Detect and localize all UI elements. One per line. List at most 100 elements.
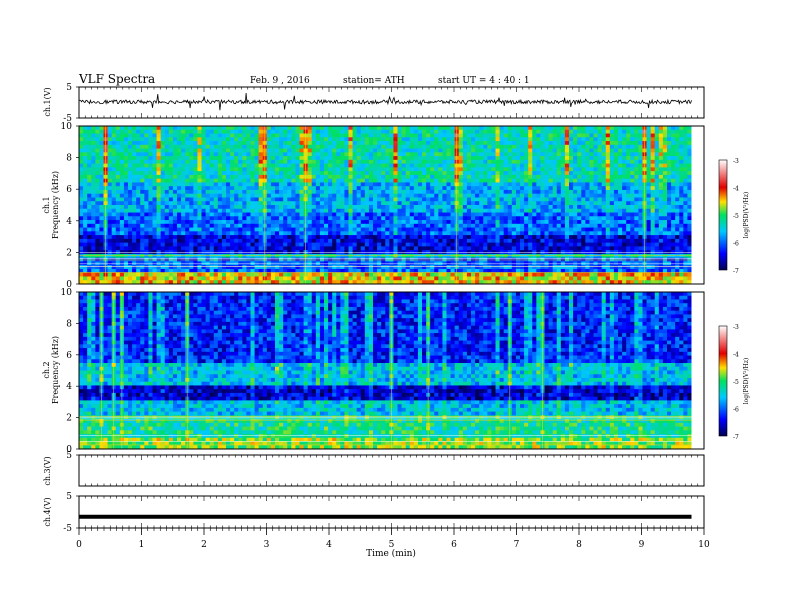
spectrogram-cell: [511, 201, 517, 206]
spectrogram-cell: [626, 182, 631, 187]
spectrogram-cell: [307, 182, 313, 187]
spectrogram-cell: [136, 152, 141, 157]
spectrogram-cell: [152, 141, 157, 146]
spectrogram-cell: [548, 238, 554, 244]
spectrogram-cell: [373, 144, 378, 149]
spectrogram-cell: [279, 148, 284, 153]
spectrogram-cell: [234, 189, 239, 195]
spectrogram-cell: [389, 148, 394, 153]
spectrogram-cell: [634, 220, 639, 225]
spectrogram-cell: [291, 156, 296, 161]
spectrogram-cell: [299, 129, 304, 134]
spectrogram-cell: [160, 227, 166, 232]
spectrogram-cell: [618, 182, 623, 187]
spectrogram-cell: [356, 216, 362, 221]
spectrogram-cell: [601, 137, 607, 142]
spectrogram-cell: [115, 227, 121, 232]
spectrogram-cell: [111, 186, 117, 191]
spectrogram-cell: [217, 159, 223, 165]
spectrogram-cell: [311, 223, 317, 228]
spectrogram-cell: [119, 159, 125, 165]
spectrogram-cell: [556, 189, 562, 195]
spectrogram-cell: [491, 137, 496, 142]
spectrogram-cell: [687, 137, 692, 142]
spectrogram-cell: [585, 137, 590, 142]
spectrogram-cell: [246, 220, 251, 225]
spectrogram-cell: [683, 208, 688, 213]
spectrogram-cell: [95, 186, 100, 191]
spectrogram-cell: [197, 163, 202, 168]
spectrogram-cell: [283, 171, 288, 176]
spectrogram-cell: [119, 223, 125, 228]
spectrogram-cell: [573, 227, 578, 232]
spectrogram-cell: [352, 156, 358, 161]
spectrogram-cell: [426, 186, 431, 191]
spectrogram-cell: [499, 212, 505, 217]
spectrogram-cell: [381, 193, 386, 198]
spectrogram-cell: [556, 235, 562, 240]
spectrogram-cell: [238, 144, 243, 149]
spectrogram-cell: [185, 182, 190, 187]
spectrogram-cell: [471, 216, 476, 221]
spectrogram-cell: [181, 174, 186, 180]
spectrogram-cell: [364, 167, 370, 172]
spectrogram-cell: [140, 137, 145, 142]
spectrogram-cell: [466, 178, 472, 183]
spectrogram-cell: [618, 238, 623, 244]
spectrogram-cell: [319, 231, 325, 236]
spectrogram-cell: [520, 133, 525, 138]
spectrogram-cell: [393, 159, 398, 165]
spectrogram-cell: [177, 163, 182, 168]
spectrogram-cell: [536, 148, 541, 153]
spectrogram-cell: [671, 167, 676, 172]
spectrogram-cell: [422, 193, 427, 198]
spectrogram-cell: [511, 167, 517, 172]
spectrogram-cell: [417, 129, 423, 134]
spectrogram-cell: [266, 133, 272, 138]
spectrogram-cell: [438, 227, 443, 232]
spectrogram-cell: [83, 216, 88, 221]
spectrogram-cell: [479, 220, 484, 225]
spectrogram-cell: [671, 205, 676, 210]
spectrogram-cell: [356, 186, 362, 191]
spectrogram-cell: [181, 178, 186, 183]
spectrogram-cell: [577, 201, 582, 206]
spectrogram-cell: [246, 126, 251, 131]
spectrogram-cell: [205, 242, 211, 247]
spectrogram-cell: [328, 216, 333, 221]
spectrogram-cell: [213, 167, 219, 172]
spectrogram-cell: [254, 137, 260, 142]
spectrogram-cell: [364, 141, 370, 146]
spectrogram-cell: [83, 129, 88, 134]
spectrogram-cell: [254, 205, 260, 210]
spectrogram-cell: [654, 156, 660, 161]
spectrogram-cell: [569, 178, 574, 183]
spectrogram-cell: [172, 227, 178, 232]
spectrogram-cell: [295, 193, 300, 198]
spectrogram-cell: [487, 137, 492, 142]
spectrogram-cell: [209, 212, 215, 217]
spectrogram-cell: [148, 201, 153, 206]
spectrogram-cell: [348, 126, 353, 131]
spectrogram-cell: [475, 220, 480, 225]
spectrogram-cell: [307, 144, 313, 149]
spectrogram-cell: [597, 201, 603, 206]
spectrogram-cell: [389, 235, 394, 240]
spectrogram-cell: [422, 242, 427, 247]
spectrogram-cell: [569, 205, 574, 210]
spectrogram-cell: [430, 126, 435, 131]
spectrogram-cell: [389, 193, 394, 198]
spectrogram-cell: [417, 223, 423, 228]
spectrogram-cell: [115, 167, 121, 172]
spectrogram-cell: [569, 141, 574, 146]
spectrogram-cell: [348, 205, 353, 210]
spectrogram-cell: [307, 197, 313, 202]
spectrogram-cell: [479, 193, 484, 198]
spectrogram-cell: [148, 167, 153, 172]
spectrogram-cell: [193, 216, 198, 221]
spectrogram-cell: [209, 167, 215, 172]
spectrogram-cell: [168, 216, 174, 221]
spectrogram-cell: [552, 156, 558, 161]
spectrogram-cell: [577, 137, 582, 142]
spectrogram-cell: [185, 144, 190, 149]
